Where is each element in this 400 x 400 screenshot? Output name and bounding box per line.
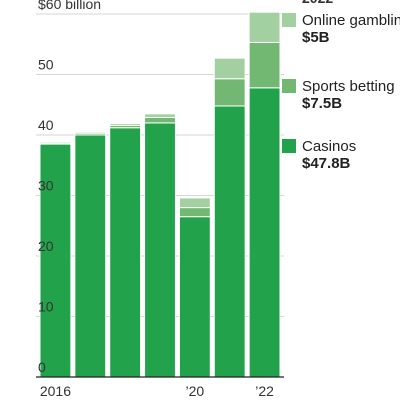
bar-online-gambling-2018 (109, 123, 142, 126)
bar-sports-betting-2021 (213, 78, 246, 107)
legend-swatch (282, 139, 296, 153)
legend-label: Sports betting (302, 78, 395, 95)
bar-sports-betting-2022 (248, 41, 281, 89)
legend-swatch (282, 13, 296, 27)
y-tick-label: 10 (38, 299, 54, 315)
bar-online-gambling-2017 (74, 131, 107, 134)
legend-label: Online gambling (302, 12, 400, 29)
bar-online-gambling-2019 (144, 113, 176, 118)
x-tick-label: ’20 (186, 383, 205, 399)
legend-label: Casinos (302, 138, 357, 155)
bar-sports-betting-2020 (178, 207, 211, 218)
x-tick-label: ’22 (255, 383, 274, 399)
y-tick-label: 50 (38, 57, 54, 73)
bar-casinos-2020 (178, 216, 211, 378)
y-tick-labels: 0 10 20 30 40 50 $60 billion (38, 0, 101, 375)
legend-title: 2022 (302, 0, 333, 6)
y-tick-label: 20 (38, 238, 54, 254)
bars (39, 11, 281, 378)
x-tick-labels: 2016 ’20 ’22 (40, 383, 274, 399)
legend-value: $7.5B (302, 95, 343, 112)
legend-value: $47.8B (302, 155, 351, 172)
legend-value: $5B (302, 29, 330, 46)
y-tick-label: 30 (38, 178, 54, 194)
bar-casinos-2021 (213, 105, 246, 378)
bar-online-gambling-2021 (213, 57, 246, 80)
legend-swatch (282, 79, 296, 93)
bar-casinos-2019 (144, 122, 176, 378)
bar-online-gambling-2020 (178, 197, 211, 209)
x-tick-label: 2016 (40, 383, 71, 399)
y-tick-label: $60 billion (38, 0, 101, 12)
bar-online-gambling-2022 (248, 11, 281, 43)
bar-casinos-2017 (74, 134, 107, 378)
bar-casinos-2022 (248, 87, 281, 378)
bar-online-gambling-2016 (39, 141, 72, 144)
y-tick-label: 0 (38, 359, 46, 375)
bar-casinos-2018 (109, 127, 142, 378)
bar-sports-betting-2019 (144, 116, 176, 124)
y-tick-label: 40 (38, 117, 54, 133)
